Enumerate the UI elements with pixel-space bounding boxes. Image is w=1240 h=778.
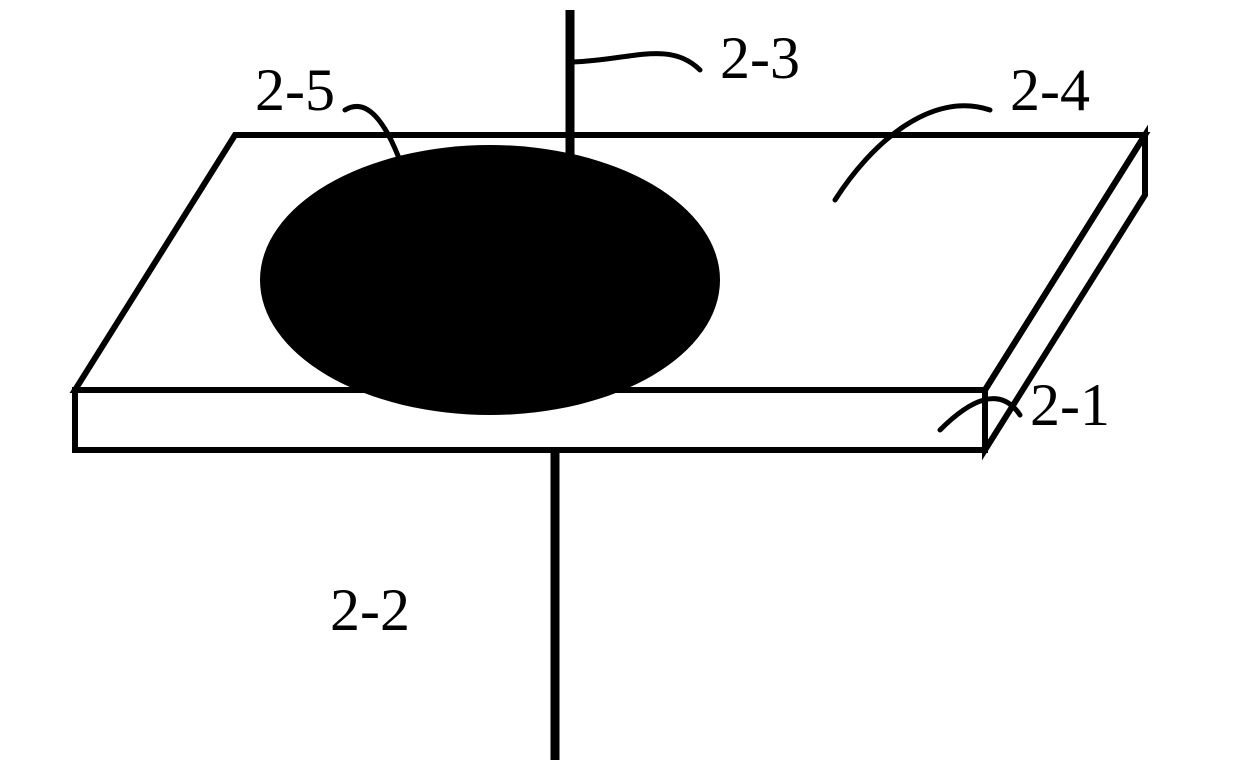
leader-label_23 [573, 54, 700, 70]
label-label_22: 2-2 [330, 577, 410, 643]
plate-hole [260, 145, 720, 415]
label-label_24: 2-4 [1010, 57, 1090, 123]
label-label_21: 2-1 [1030, 372, 1110, 438]
label-label_23: 2-3 [720, 25, 800, 91]
label-label_25: 2-5 [255, 57, 335, 123]
